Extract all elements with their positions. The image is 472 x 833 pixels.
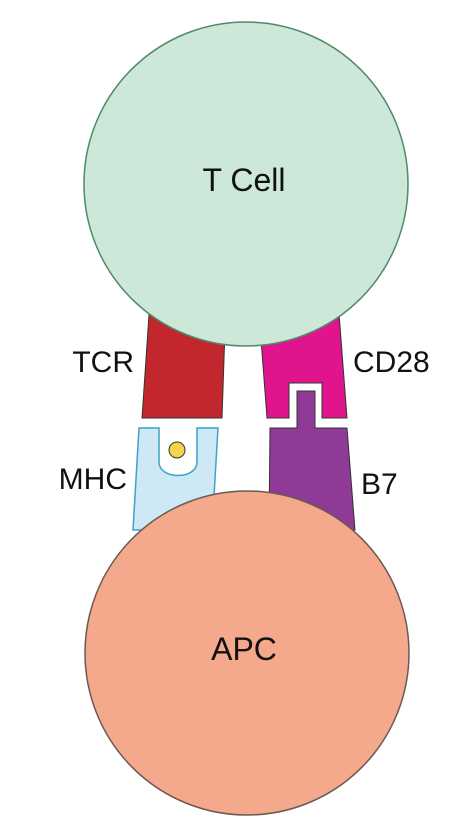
cd28-label: CD28 — [353, 346, 430, 379]
t-cell — [83, 21, 409, 347]
mhc-label: MHC — [59, 463, 127, 496]
peptide-antigen — [168, 441, 186, 459]
b7-label: B7 — [361, 468, 398, 501]
apc-cell — [84, 490, 410, 816]
tcr-label: TCR — [72, 346, 134, 379]
t-cell-label: T Cell — [203, 162, 286, 198]
apc-label: APC — [211, 631, 277, 667]
